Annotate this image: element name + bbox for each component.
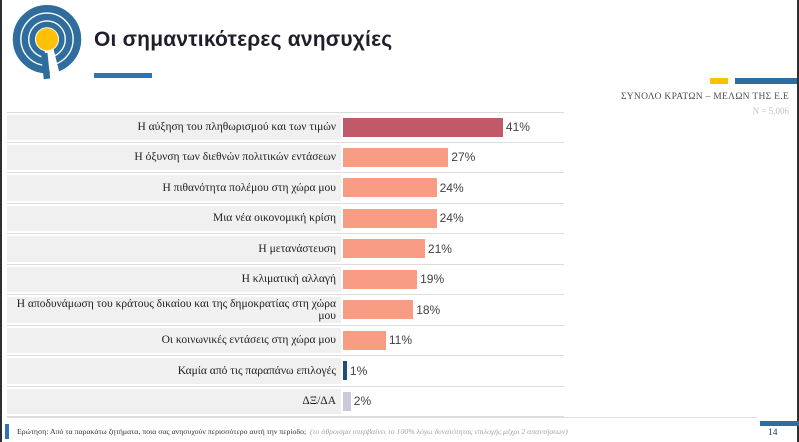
eurobarometer-logo-icon bbox=[12, 5, 82, 80]
bar-value-label: 27% bbox=[451, 150, 476, 165]
bar-value-label: 1% bbox=[349, 363, 368, 378]
bar-cell: 41% bbox=[343, 113, 564, 142]
page-number-accent bbox=[760, 421, 799, 426]
sample-group-label: ΣΥΝΟΛΟ ΚΡΑΤΩΝ – ΜΕΛΩΝ ΤΗΣ Ε.Ε bbox=[620, 92, 789, 102]
bar-value-label: 24% bbox=[439, 180, 464, 195]
bar bbox=[343, 269, 418, 289]
footnote-text: Ερώτηση: Από τα παρακάτω ζητήματα, ποια … bbox=[17, 427, 568, 436]
bar-value-label: 11% bbox=[388, 333, 413, 348]
footnote: Ερώτηση: Από τα παρακάτω ζητήματα, ποια … bbox=[5, 424, 745, 439]
sample-size: N = 5,006 bbox=[752, 106, 789, 116]
slide-right-border bbox=[797, 0, 799, 442]
category-label: Η πιθανότητα πολέμου στη χώρα μου bbox=[7, 175, 341, 201]
bar-chart: Η αύξηση του πληθωρισμού και των τιμών 41… bbox=[7, 112, 564, 417]
bar-value-label: 21% bbox=[427, 241, 452, 256]
chart-row: Η αύξηση του πληθωρισμού και των τιμών 41… bbox=[7, 112, 564, 143]
chart-row: Οι κοινωνικές εντάσεις στη χώρα μου 11% bbox=[7, 326, 564, 356]
bar bbox=[343, 300, 414, 320]
chart-row: Μια νέα οικονομική κρίση 24% bbox=[7, 204, 564, 234]
bar-cell: 11% bbox=[343, 326, 564, 356]
category-label: Μια νέα οικονομική κρίση bbox=[7, 205, 341, 231]
category-label: ΔΞ/ΔΑ bbox=[7, 388, 341, 414]
bar bbox=[343, 117, 503, 137]
footnote-accent-bar bbox=[5, 424, 9, 439]
bar bbox=[343, 147, 449, 167]
bar bbox=[343, 178, 437, 198]
sample-info: ΣΥΝΟΛΟ ΚΡΑΤΩΝ – ΜΕΛΩΝ ΤΗΣ Ε.Ε N = 5,006 bbox=[621, 92, 789, 116]
bar-cell: 27% bbox=[343, 143, 564, 173]
category-label: Η όξυνση των διεθνών πολιτικών εντάσεων bbox=[7, 144, 341, 170]
category-label: Η αποδυνάμωση του κράτους δικαίου και τη… bbox=[7, 297, 341, 323]
chart-row: Η πιθανότητα πολέμου στη χώρα μου 24% bbox=[7, 173, 564, 204]
category-label: Καμία από τις παραπάνω επιλογές bbox=[7, 358, 341, 384]
bar-cell: 24% bbox=[343, 173, 564, 203]
chart-row: Η μετανάστευση 21% bbox=[7, 234, 564, 265]
bar bbox=[343, 361, 347, 381]
bar bbox=[343, 391, 351, 411]
bar-cell: 24% bbox=[343, 204, 564, 234]
footnote-note: (το άθροισμα υπερβαίνει το 100% λόγω δυν… bbox=[310, 427, 568, 436]
title-underline bbox=[94, 73, 152, 78]
footnote-question: Ερώτηση: Από τα παρακάτω ζητήματα, ποια … bbox=[17, 427, 307, 436]
page-title: Οι σημαντικότερες ανησυχίες bbox=[94, 28, 393, 51]
bar-cell: 1% bbox=[343, 356, 564, 386]
category-label: Η μετανάστευση bbox=[7, 236, 341, 262]
bar bbox=[343, 330, 386, 350]
bar bbox=[343, 239, 425, 259]
bar-cell: 2% bbox=[343, 387, 564, 417]
bar-value-label: 2% bbox=[353, 394, 372, 409]
bar bbox=[343, 208, 437, 228]
chart-row: Καμία από τις παραπάνω επιλογές 1% bbox=[7, 356, 564, 387]
footer-divider bbox=[7, 417, 757, 418]
bar-value-label: 19% bbox=[420, 272, 445, 287]
chart-row: Η όξυνση των διεθνών πολιτικών εντάσεων 2… bbox=[7, 143, 564, 173]
bar-cell: 21% bbox=[343, 234, 564, 264]
chart-row: ΔΞ/ΔΑ 2% bbox=[7, 387, 564, 417]
slide-left-border bbox=[0, 0, 2, 442]
bar-cell: 18% bbox=[343, 295, 564, 325]
chart-row: Η αποδυνάμωση του κράτους δικαίου και τη… bbox=[7, 295, 564, 326]
bar-cell: 19% bbox=[343, 265, 564, 295]
category-label: Η αύξηση του πληθωρισμού και των τιμών bbox=[7, 115, 341, 140]
page-number: 14 bbox=[768, 428, 778, 438]
bar-value-label: 41% bbox=[505, 120, 530, 135]
header-accent-yellow bbox=[710, 78, 728, 84]
header-accent-blue bbox=[735, 78, 797, 84]
chart-row: Η κλιματική αλλαγή 19% bbox=[7, 265, 564, 295]
category-label: Η κλιματική αλλαγή bbox=[7, 266, 341, 292]
bar-value-label: 24% bbox=[439, 211, 464, 226]
category-label: Οι κοινωνικές εντάσεις στη χώρα μου bbox=[7, 327, 341, 353]
bar-value-label: 18% bbox=[416, 302, 441, 317]
